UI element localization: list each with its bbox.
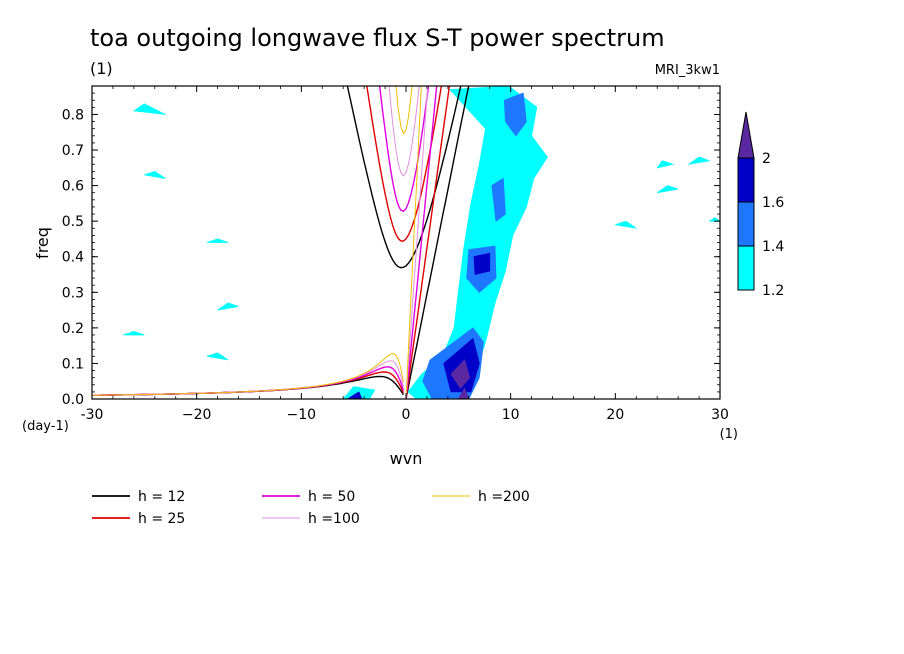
dispersion-curves xyxy=(92,86,470,399)
colorbar-label: 1.6 xyxy=(762,195,784,211)
curve-h200-inertia-gravity xyxy=(395,86,413,135)
y-tick-label: 0.7 xyxy=(62,143,84,159)
power-spectrum-shading xyxy=(123,86,720,399)
power-region-1-4 xyxy=(503,92,527,137)
power-region-1-2 xyxy=(206,238,229,243)
power-region-1-2 xyxy=(615,220,637,229)
power-region-2 xyxy=(457,387,470,399)
y-tick-label: 0.0 xyxy=(62,392,84,408)
y-tick-label: 0.3 xyxy=(62,285,84,301)
curve-h50-inertia-gravity xyxy=(378,86,430,213)
legend: h = 12 h = 25 h = 50 h =100 h =200 xyxy=(92,489,530,527)
x-tick-label: 20 xyxy=(606,407,624,423)
colorbar-segment xyxy=(737,157,755,203)
power-region-1-2 xyxy=(206,352,229,361)
curve-h100-kelvin xyxy=(405,86,429,399)
curve-h12-kelvin xyxy=(405,86,470,399)
power-region-1-2 xyxy=(144,170,166,179)
colorbar-triangle xyxy=(737,111,755,159)
colorbar: 2 1.6 1.4 1.2 xyxy=(737,111,784,299)
legend-label: h =200 xyxy=(478,489,530,505)
plot-frame xyxy=(91,85,721,400)
y-units-label: (day-1) xyxy=(22,419,69,434)
colorbar-label: 1.4 xyxy=(762,239,784,255)
power-region-1-2 xyxy=(132,103,166,115)
curve-h25-inertia-gravity xyxy=(366,86,443,242)
x-tick-label: 30 xyxy=(711,407,729,423)
power-region-1-2 xyxy=(688,156,710,165)
colorbar-label: 2 xyxy=(762,151,771,167)
y-tick-label: 0.4 xyxy=(62,250,84,266)
x-tick-label: -30 xyxy=(81,407,104,423)
curve-h12-inertia-gravity xyxy=(346,86,462,269)
curve-h25-kelvin xyxy=(405,86,451,399)
y-tick-label: 0.8 xyxy=(62,107,84,123)
chart-title-units: (1) xyxy=(90,59,113,78)
x-tick-label: 0 xyxy=(402,407,411,423)
y-tick-label: 0.5 xyxy=(62,214,84,230)
legend-label: h = 50 xyxy=(308,489,355,505)
x-units-label: (1) xyxy=(720,427,738,442)
legend-label: h = 12 xyxy=(138,489,185,505)
power-region-1-2 xyxy=(123,330,145,336)
x-tick-label: 10 xyxy=(502,407,520,423)
chart-title: toa outgoing longwave flux S-T power spe… xyxy=(90,24,665,52)
power-region-1-6 xyxy=(473,252,491,275)
curve-h100-inertia-gravity xyxy=(388,86,420,177)
power-region-2 xyxy=(450,359,471,389)
y-tick-label: 0.6 xyxy=(62,179,84,195)
legend-label: h = 25 xyxy=(138,511,185,527)
power-region-1-2 xyxy=(656,185,679,194)
power-region-1-2 xyxy=(656,160,675,169)
power-region-1-6 xyxy=(346,391,363,399)
y-axis-label: freq xyxy=(33,227,52,259)
model-label: MRI_3kw1 xyxy=(655,63,720,78)
x-tick-label: −20 xyxy=(182,407,212,423)
axes: -30 −20 −10 0 10 20 30 0.0 0.1 0.2 0.3 0.4 0.5 0.6 0.7… xyxy=(62,86,729,423)
x-axis-label: wvn xyxy=(390,449,423,468)
colorbar-segment xyxy=(737,245,755,291)
curve-h50-kelvin xyxy=(405,86,438,399)
curve-h200-equatorial-rossby xyxy=(92,352,404,396)
curve-h200-kelvin xyxy=(405,86,422,399)
colorbar-label: 1.2 xyxy=(762,283,784,299)
legend-label: h =100 xyxy=(308,511,360,527)
power-region-1-4 xyxy=(491,177,506,222)
y-tick-label: 0.2 xyxy=(62,321,84,337)
colorbar-segment xyxy=(737,201,755,247)
y-tick-label: 0.1 xyxy=(62,356,84,372)
x-tick-label: −10 xyxy=(287,407,317,423)
power-region-1-2 xyxy=(217,302,239,311)
